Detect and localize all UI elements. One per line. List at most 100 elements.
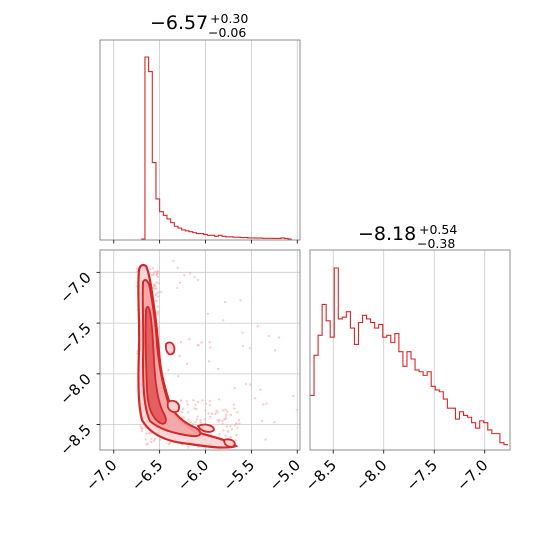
scatter-point	[188, 338, 191, 341]
scatter-point	[186, 362, 189, 365]
scatter-point	[249, 383, 252, 386]
scatter-point	[259, 388, 262, 391]
scatter-point	[176, 266, 179, 269]
title-y-minus: −0.38	[417, 236, 455, 251]
panel-joint: −7.0 −6.5 −6.0 −5.5 −5.0−7.0−7.5−8.0−8.5	[56, 249, 304, 495]
tick-label-right-3: −7.0	[453, 456, 491, 494]
scatter-point	[194, 403, 197, 407]
scatter-point	[230, 428, 234, 431]
grid-top	[113, 40, 298, 240]
scatter-point	[149, 268, 152, 271]
title-x-minus: −0.06	[208, 25, 246, 40]
scatter-point	[227, 430, 230, 433]
scatter-point	[238, 422, 241, 425]
scatter-point	[218, 433, 221, 436]
panel-marginal-y: −8.5 −8.0 −7.5 −7.0 −8.18 +0.54 −0.38	[302, 222, 511, 495]
scatter-point	[145, 443, 148, 446]
scatter-point	[236, 411, 239, 414]
scatter-point	[277, 336, 281, 339]
scatter-point	[156, 270, 159, 273]
scatter-point	[256, 325, 260, 328]
scatter-point	[177, 375, 180, 378]
scatter-point	[229, 424, 232, 428]
scatter-point	[193, 407, 196, 410]
scatter-point	[193, 275, 196, 279]
scatter-point	[185, 400, 188, 403]
scatter-point	[218, 398, 221, 401]
scatter-point	[216, 411, 219, 414]
scatter-point	[235, 434, 238, 437]
scatter-point	[195, 407, 198, 411]
scatter-point	[207, 412, 210, 415]
scatter-point	[225, 425, 228, 428]
scatter-point	[156, 305, 159, 308]
scatter-point	[150, 437, 153, 440]
scatter-point	[273, 421, 276, 424]
contour-inner	[144, 305, 167, 425]
title-x-plus: +0.30	[210, 11, 248, 26]
grid-right	[332, 250, 486, 450]
scatter-point	[149, 432, 153, 435]
scatter-point	[187, 418, 190, 421]
title-y-plus: +0.54	[419, 222, 457, 237]
scatter-point	[199, 419, 202, 422]
scatter-point	[153, 437, 156, 441]
scatter-point	[178, 354, 181, 358]
scatter-point	[155, 273, 158, 276]
scatter-point	[248, 347, 251, 350]
scatter-point	[141, 427, 144, 430]
panel-frame-top	[99, 39, 301, 241]
scatter-point	[221, 409, 225, 412]
scatter-point	[148, 432, 151, 435]
title-y: −8.18	[358, 223, 416, 245]
scatter-point	[155, 299, 158, 303]
scatter-point	[172, 259, 175, 263]
scatter-point	[179, 399, 183, 402]
scatter-point	[152, 273, 155, 276]
scatter-point	[195, 418, 198, 421]
scatter-point	[244, 382, 248, 386]
ticks-right: −8.5 −8.0 −7.5 −7.0	[302, 450, 492, 495]
scatter-point	[222, 429, 225, 432]
scatter-point	[234, 439, 237, 442]
panel-frame-right	[309, 249, 511, 451]
scatter-point	[179, 341, 182, 344]
scatter-point	[186, 403, 189, 406]
scatter-point	[221, 419, 224, 423]
scatter-point	[157, 282, 160, 285]
scatter-point	[229, 413, 233, 417]
tick-label-joint-y-3: −8.5	[56, 421, 94, 459]
scatter-point	[236, 426, 239, 429]
scatter-point	[209, 415, 212, 419]
panel-marginal-x: −6.57 +0.30 −0.06	[99, 11, 301, 244]
scatter-point	[158, 438, 162, 441]
scatter-point	[199, 421, 202, 424]
scatter-point	[196, 400, 200, 404]
scatter-point	[154, 287, 157, 290]
scatter-point	[224, 408, 227, 411]
scatter-point	[292, 394, 295, 398]
scatter-point	[194, 421, 197, 424]
scatter-point	[136, 267, 139, 270]
scatter-point	[233, 387, 236, 390]
tick-label-joint-y-0: −7.0	[56, 268, 94, 306]
scatter-point	[203, 418, 207, 421]
scatter-point	[254, 397, 257, 400]
scatter-point	[224, 434, 227, 437]
scatter-point	[189, 420, 192, 424]
scatter-point	[208, 341, 211, 344]
scatter-point	[241, 331, 244, 334]
scatter-point	[233, 407, 236, 410]
tick-label-joint-y-1: −7.5	[56, 319, 94, 357]
scatter-point	[235, 422, 238, 425]
scatter-point	[154, 293, 157, 297]
scatter-point	[206, 312, 210, 315]
scatter-point	[273, 349, 277, 352]
scatter-point	[265, 402, 268, 405]
scatter-point	[156, 275, 159, 278]
scatter-point	[222, 319, 225, 322]
scatter-point	[224, 300, 227, 304]
scatter-point	[200, 341, 203, 344]
scatter-point	[187, 446, 190, 449]
